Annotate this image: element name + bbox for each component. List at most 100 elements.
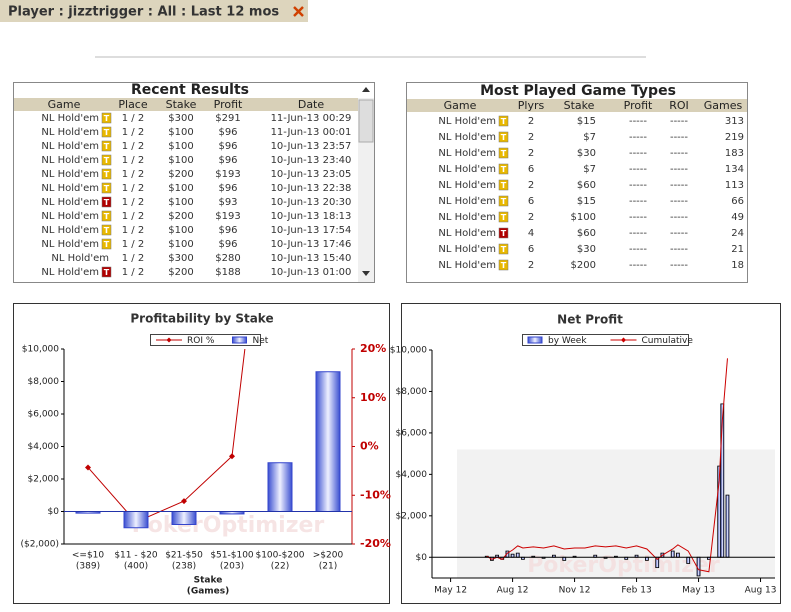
most-played-title: Most Played Game Types <box>480 83 676 99</box>
y-tick-label: $6,000 <box>28 410 60 420</box>
badge <box>498 147 509 159</box>
cell-date: 10-Jun-13 15:40 <box>271 253 352 264</box>
cell-game: NL Hold'em <box>438 180 496 191</box>
cell-profit: $188 <box>215 267 240 278</box>
cell-stake: $100 <box>168 183 193 194</box>
badge <box>498 179 509 191</box>
cell-game: NL Hold'em <box>438 228 496 239</box>
cell-profit: $193 <box>215 211 240 222</box>
cell-stake: $7 <box>583 132 596 143</box>
x-tick-label: $100-$200 <box>255 551 304 561</box>
point <box>325 29 331 35</box>
cell-games: 219 <box>725 132 744 143</box>
cell-place: 1 / 2 <box>122 183 144 194</box>
badge-letter: T <box>501 165 507 174</box>
cell-roi: ----- <box>670 148 688 159</box>
badge-letter: T <box>104 198 110 207</box>
cell-place: 1 / 2 <box>122 211 144 222</box>
x-tick-note: (238) <box>172 562 196 572</box>
cell-game: NL Hold'em <box>438 148 496 159</box>
legend-box <box>522 334 689 346</box>
badge-letter: T <box>501 245 507 254</box>
y-tick-label: $0 <box>48 507 60 517</box>
x-tick-label: Aug 13 <box>745 586 777 596</box>
cell-stake: $60 <box>577 180 596 191</box>
cell-plyrs: 6 <box>528 196 534 207</box>
cell-place: 1 / 2 <box>122 253 144 264</box>
cell-stake: $100 <box>168 197 193 208</box>
cell-games: 49 <box>731 212 744 223</box>
bar <box>670 550 675 558</box>
cell-game: NL Hold'em <box>438 116 496 127</box>
cell-roi: ----- <box>670 244 688 255</box>
legend-label: ROI % <box>187 336 215 346</box>
y-tick-label: $8,000 <box>396 387 428 397</box>
cell-game: NL Hold'em <box>51 253 109 264</box>
cell-date: 10-Jun-13 20:30 <box>271 197 352 208</box>
cell-stake: $300 <box>168 113 193 124</box>
badge-letter: T <box>501 117 507 126</box>
badge <box>498 131 509 143</box>
badge-letter: T <box>501 181 507 190</box>
legend-point <box>166 337 172 343</box>
cell-profit: $96 <box>218 141 237 152</box>
cell-game: NL Hold'em <box>438 212 496 223</box>
cell-date: 10-Jun-13 18:13 <box>271 211 352 222</box>
line <box>486 358 728 573</box>
cell-date: 10-Jun-13 23:40 <box>271 155 352 166</box>
bar <box>686 556 691 564</box>
badge <box>101 168 112 180</box>
cell-profit: $96 <box>218 127 237 138</box>
cell-profit: $96 <box>218 155 237 166</box>
badge-letter: T <box>104 212 110 221</box>
cell-date: 10-Jun-13 17:46 <box>271 239 352 250</box>
badge-letter: T <box>104 142 110 151</box>
cell-stake: $60 <box>577 228 596 239</box>
badge-letter: T <box>104 128 110 137</box>
x-tick-label: Feb 13 <box>621 586 651 596</box>
cell-stake: $100 <box>168 225 193 236</box>
cell-plyrs: 2 <box>528 212 534 223</box>
cell-game: NL Hold'em <box>41 197 99 208</box>
cell-date: 11-Jun-13 00:01 <box>271 127 352 138</box>
legend-point <box>621 337 626 343</box>
cell-game: NL Hold'em <box>41 169 99 180</box>
legend-swatch <box>527 336 543 344</box>
cell-game: NL Hold'em <box>41 239 99 250</box>
y2-tick-label: -20% <box>360 537 391 550</box>
cell-game: NL Hold'em <box>438 196 496 207</box>
cell-place: 1 / 2 <box>122 225 144 236</box>
badge <box>101 182 112 194</box>
badge <box>101 112 112 124</box>
watermark: PokerOptimizer <box>132 513 325 538</box>
badge-letter: T <box>104 268 110 277</box>
badge-letter: T <box>104 226 110 235</box>
badge <box>101 238 112 250</box>
cell-profit: ----- <box>629 116 647 127</box>
x-tick-label: $11 - $20 <box>114 551 158 561</box>
close-icon[interactable] <box>293 6 304 17</box>
y-tick-label: $8,000 <box>28 377 60 387</box>
cell-roi: ----- <box>670 132 688 143</box>
cell-games: 66 <box>731 196 744 207</box>
cell-profit: $291 <box>215 113 240 124</box>
cell-profit: ----- <box>629 260 647 271</box>
x-tick-label: May 12 <box>434 586 467 596</box>
cell-date: 10-Jun-13 17:54 <box>271 225 352 236</box>
bar <box>515 552 520 558</box>
cell-profit: ----- <box>629 164 647 175</box>
cell-stake: $200 <box>168 267 193 278</box>
chart-title: Net Profit <box>557 313 623 327</box>
scrollbar[interactable] <box>358 87 374 282</box>
badge-letter: T <box>104 156 110 165</box>
cell-game: NL Hold'em <box>41 183 99 194</box>
cell-game: NL Hold'em <box>41 127 99 138</box>
badge <box>101 126 112 138</box>
badge-letter: T <box>501 213 507 222</box>
cell-game: NL Hold'em <box>438 132 496 143</box>
cell-stake: $200 <box>168 211 193 222</box>
cell-game: NL Hold'em <box>438 164 496 175</box>
cell-plyrs: 2 <box>528 180 534 191</box>
cell-profit: ----- <box>629 244 647 255</box>
